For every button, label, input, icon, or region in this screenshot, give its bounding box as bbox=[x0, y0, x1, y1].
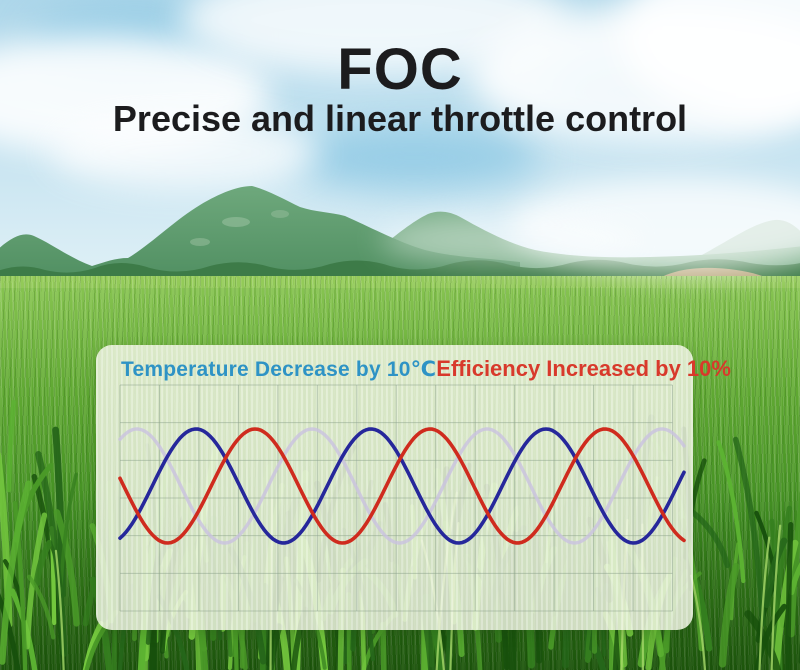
mountain-rock-patch bbox=[271, 210, 289, 218]
efficiency-label: Efficiency Increased by 10% bbox=[436, 356, 731, 381]
chart-annotations: Temperature Decrease by 10℃ Efficiency I… bbox=[121, 356, 731, 382]
temperature-label: Temperature Decrease by 10℃ bbox=[121, 358, 437, 381]
page-subtitle: Precise and linear throttle control bbox=[112, 98, 688, 139]
mist-shape bbox=[510, 178, 800, 273]
page-title: FOC bbox=[337, 37, 463, 102]
chart-canvas bbox=[118, 384, 686, 612]
mountain-rock-patch bbox=[222, 217, 250, 227]
mountain-rock-patch bbox=[190, 238, 210, 246]
mist-shape bbox=[380, 215, 640, 265]
cloud-shape bbox=[50, 115, 320, 190]
chart-panel: Temperature Decrease by 10℃ Efficiency I… bbox=[96, 345, 731, 630]
sky-blue-patch bbox=[290, 125, 540, 190]
field-horizon-glow bbox=[0, 276, 800, 288]
